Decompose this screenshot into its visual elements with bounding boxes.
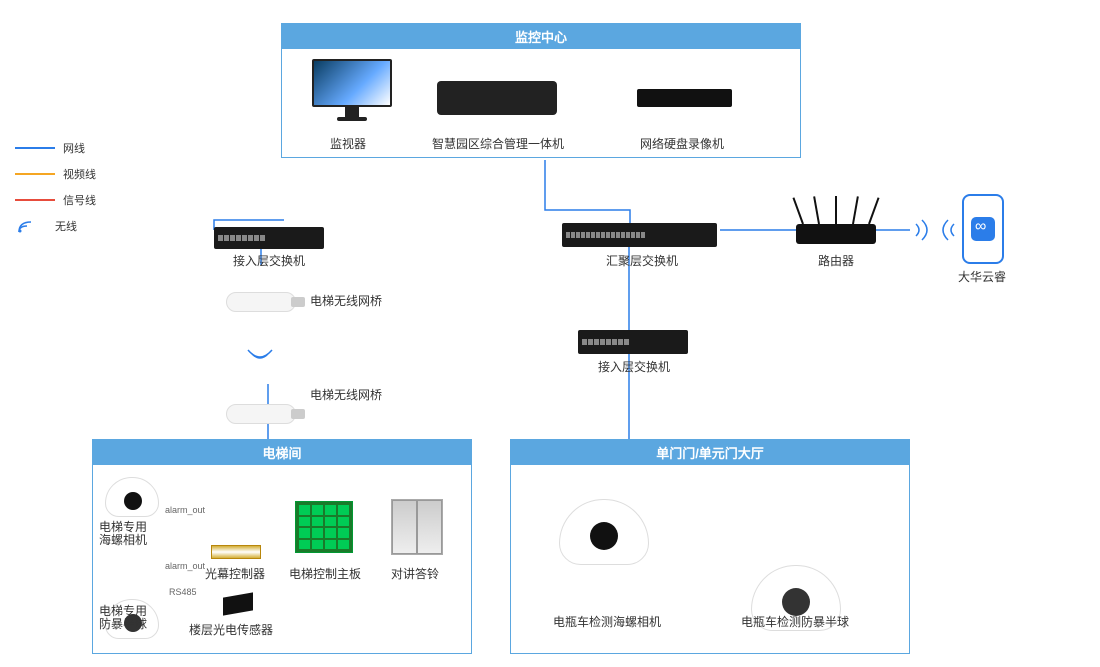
bridge1-label: 电梯无线网桥 (310, 292, 382, 309)
ebike-cam1-icon (559, 499, 649, 565)
floor-sensor-label: 楼层光电传感器 (189, 621, 273, 638)
agg-switch-icon (562, 223, 717, 247)
alarm-out-1: alarm_out (165, 505, 205, 515)
legend-wireless: 无线 (15, 218, 96, 234)
access-switch2-icon (578, 330, 688, 354)
light-ctrl-icon (211, 545, 261, 559)
elev-cam2-label: 电梯专用防暴半球 (99, 605, 147, 631)
ebike-cam2-label: 电瓶车检测防暴半球 (741, 613, 849, 630)
bridge1-icon (226, 292, 296, 312)
legend-wireless-label: 无线 (55, 218, 77, 234)
legend-net-label: 网线 (63, 140, 85, 156)
panel-elevator-title: 电梯间 (93, 440, 471, 465)
panel-elevator: 电梯间 电梯专用海螺相机 电梯专用防暴半球 光幕控制器 楼层光电传感器 电梯控制… (92, 439, 472, 654)
monitor-label: 监视器 (330, 135, 366, 152)
panel-center-title: 监控中心 (282, 24, 800, 49)
router-icon (796, 224, 876, 244)
legend-net: 网线 (15, 140, 96, 156)
legend-video-label: 视频线 (63, 166, 96, 182)
legend-signal: 信号线 (15, 192, 96, 208)
router-label: 路由器 (818, 252, 854, 269)
wifi-icon (15, 218, 55, 234)
alarm-out-2: alarm_out (165, 561, 205, 571)
cloud-app-label: 大华云睿 (958, 268, 1006, 285)
elev-cam1-icon (105, 477, 159, 517)
ebike-cam1-label: 电瓶车检测海螺相机 (553, 613, 661, 630)
panel-center: 监控中心 监视器 智慧园区综合管理一体机 网络硬盘录像机 (281, 23, 801, 158)
agg-switch-label: 汇聚层交换机 (606, 252, 678, 269)
floor-sensor-icon (223, 592, 253, 615)
phone-icon (962, 194, 1004, 264)
light-ctrl-label: 光幕控制器 (205, 565, 265, 582)
bridge2-label: 电梯无线网桥 (310, 386, 382, 403)
elev-cam1-label: 电梯专用海螺相机 (99, 521, 147, 547)
cloud-app-icon (971, 217, 995, 241)
legend-signal-label: 信号线 (63, 192, 96, 208)
intercom-icon (391, 499, 443, 555)
nvr-label: 网络硬盘录像机 (640, 135, 724, 152)
access-switch-label: 接入层交换机 (233, 252, 305, 269)
mainboard-icon (295, 501, 353, 553)
mgmt-label: 智慧园区综合管理一体机 (432, 135, 564, 152)
intercom-label: 对讲答铃 (391, 565, 439, 582)
bridge2-icon (226, 404, 296, 424)
monitor-icon (312, 59, 392, 121)
panel-lobby: 单门门/单元门大厅 电瓶车检测海螺相机 电瓶车检测防暴半球 (510, 439, 910, 654)
mainboard-label: 电梯控制主板 (289, 565, 361, 582)
mgmt-box-icon (437, 81, 557, 115)
panel-lobby-title: 单门门/单元门大厅 (511, 440, 909, 465)
access-switch-icon (214, 227, 324, 249)
legend: 网线 视频线 信号线 无线 (15, 140, 96, 244)
legend-video: 视频线 (15, 166, 96, 182)
rs485-label: RS485 (169, 587, 197, 597)
access-switch2-label: 接入层交换机 (598, 358, 670, 375)
nvr-icon (637, 89, 732, 107)
